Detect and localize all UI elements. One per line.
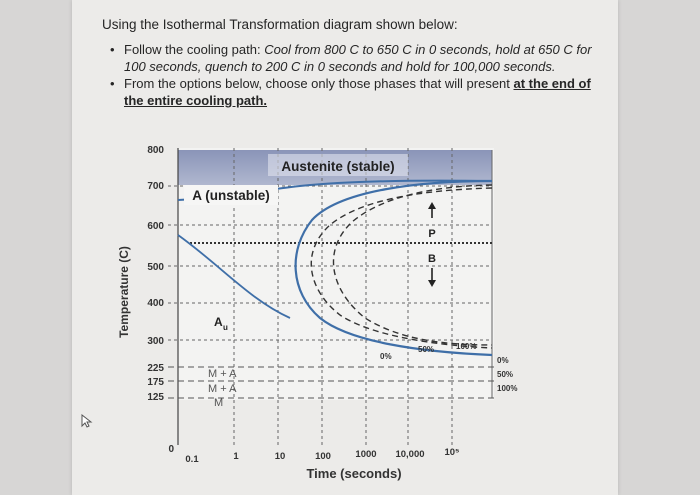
unstable-label-bg xyxy=(184,185,278,205)
x-tick-1: 1 xyxy=(233,451,239,462)
right-50-label: 50% xyxy=(497,370,513,379)
x-tick-1000: 1000 xyxy=(355,449,376,460)
transformation-finish-curve xyxy=(332,184,493,346)
y-tick-175: 175 xyxy=(147,377,164,388)
intro-text: Using the Isothermal Transformation diag… xyxy=(102,17,458,32)
fifty-percent-curve xyxy=(310,187,493,349)
austenite-stable-label: Austenite (stable) xyxy=(281,159,394,174)
instruction-list: • Follow the cooling path: Cool from 800 … xyxy=(102,41,602,109)
x-tick-1e5: 10⁵ xyxy=(444,447,459,458)
y-tick-labels: 800 700 600 500 400 300 225 175 125 0 xyxy=(147,145,174,455)
pct-100-label: 100% xyxy=(456,342,476,351)
bullet-2-lead: From the options below, choose only thos… xyxy=(124,76,514,91)
au-label: A xyxy=(214,315,223,329)
y-tick-500: 500 xyxy=(147,262,164,273)
y-tick-225: 225 xyxy=(147,363,164,374)
transformation-start-curve xyxy=(294,179,493,357)
pearlite-label: P xyxy=(428,228,435,240)
bullet-1-lead: Follow the cooling path: xyxy=(124,42,265,57)
x-tick-100: 100 xyxy=(315,451,331,462)
bullet-dot-icon: • xyxy=(110,76,115,91)
y-tick-300: 300 xyxy=(147,336,164,347)
au-subscript: u xyxy=(223,323,228,332)
curve-percent-labels: 0% 50% 100% xyxy=(380,342,476,361)
martensite-lines xyxy=(168,366,495,399)
bullet-choose-phases: • From the options below, choose only tho… xyxy=(102,75,602,109)
x-tick-10: 10 xyxy=(275,451,286,462)
bullet-cooling-path: • Follow the cooling path: Cool from 800 … xyxy=(102,41,602,75)
y-tick-0: 0 xyxy=(168,444,174,455)
y-tick-800: 800 xyxy=(147,145,164,156)
horizontal-grid xyxy=(168,185,492,341)
martensite-austenite-label-2: M + A xyxy=(208,383,237,395)
start-curve-extension xyxy=(177,234,291,319)
right-100-label: 100% xyxy=(497,384,517,393)
x-tick-labels: 0.1 1 10 100 1000 10,000 10⁵ xyxy=(185,447,459,465)
pct-0-label: 0% xyxy=(380,352,392,361)
bullet-2-underlined: at the end of the entire cooling path. xyxy=(124,76,591,108)
martensite-percent-labels: 0% 50% 100% xyxy=(497,356,517,393)
bullet-1-path: Cool from 800 C to 650 C in 0 seconds, h… xyxy=(124,42,592,74)
mouse-cursor-icon xyxy=(81,414,93,428)
x-axis-label: Time (seconds) xyxy=(306,466,401,481)
pct-50-label: 50% xyxy=(418,345,434,354)
b-arrow-head-icon xyxy=(428,280,436,287)
bainite-label: B xyxy=(428,253,436,265)
y-tick-600: 600 xyxy=(147,221,164,232)
right-0-label: 0% xyxy=(497,356,509,365)
martensite-austenite-label-1: M + A xyxy=(208,368,237,380)
x-tick-10000: 10,000 xyxy=(395,449,424,460)
austenite-unstable-label: A (unstable) xyxy=(192,188,270,203)
x-tick-0-1: 0.1 xyxy=(185,454,199,465)
martensite-label: M xyxy=(214,397,223,409)
p-arrow-head-icon xyxy=(428,202,436,209)
y-tick-400: 400 xyxy=(147,298,164,309)
bullet-dot-icon: • xyxy=(110,42,115,57)
stable-label-bg xyxy=(268,154,408,176)
y-axis-label: Temperature (C) xyxy=(117,246,131,338)
y-tick-700: 700 xyxy=(147,181,164,192)
y-tick-125: 125 xyxy=(147,392,164,403)
